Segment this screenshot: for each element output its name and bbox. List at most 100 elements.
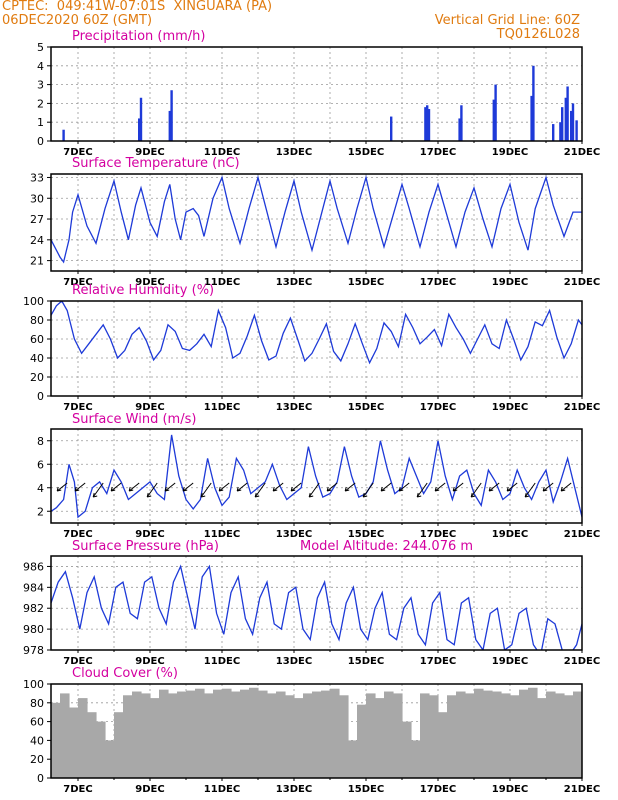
- panel-title: Surface Pressure (hPa): [72, 539, 219, 554]
- y-tick-label: 4: [37, 482, 44, 495]
- wind-arrow-head: [434, 486, 437, 492]
- cloud-bar: [276, 691, 286, 778]
- x-tick-label: 15DEC: [348, 784, 384, 795]
- y-tick-label: 2: [37, 505, 44, 518]
- y-tick-label: 0: [37, 390, 44, 403]
- wind-arrow-head: [345, 489, 350, 492]
- y-tick-label: 3: [37, 79, 44, 92]
- panel-title: Precipitation (mm/h): [72, 29, 205, 44]
- x-tick-label: 17DEC: [420, 529, 456, 540]
- y-tick-label: 980: [23, 623, 44, 636]
- wind-arrow-head: [272, 486, 275, 492]
- wind-arrow-head: [344, 486, 347, 492]
- wind-arrow: [128, 482, 140, 492]
- y-tick-label: 60: [30, 716, 44, 729]
- cloud-bar: [510, 695, 520, 778]
- y-tick-label: 5: [37, 41, 44, 54]
- x-tick-label: 11DEC: [204, 277, 240, 288]
- panel-title: Relative Humidity (%): [72, 283, 214, 298]
- panel-frame: [50, 428, 583, 524]
- precip-bar: [168, 110, 171, 141]
- precip-bar: [426, 105, 429, 141]
- wind-arrow-head: [560, 486, 563, 492]
- wind-arrow: [362, 482, 374, 498]
- x-tick-label: 15DEC: [348, 277, 384, 288]
- cloud-bar: [87, 712, 97, 778]
- wind-arrow: [254, 482, 266, 498]
- cloud-bar: [357, 704, 367, 778]
- wind-arrow-head: [146, 492, 149, 498]
- precip-bar: [427, 109, 431, 141]
- cloud-bar: [222, 688, 232, 778]
- y-tick-label: 2: [37, 97, 44, 110]
- wind-arrow: [146, 482, 158, 498]
- wind-arrow-head: [218, 486, 221, 492]
- wind-arrow: [470, 482, 482, 498]
- wind-arrow: [488, 482, 500, 492]
- cloud-bar: [474, 688, 484, 778]
- wind-arrow: [182, 482, 194, 492]
- wind-arrow: [398, 482, 410, 492]
- precip-bar: [570, 110, 573, 141]
- wind-arrow-head: [74, 486, 77, 492]
- cloud-bar: [186, 690, 196, 778]
- wind-arrow-head: [57, 489, 62, 492]
- cloud-bar: [96, 721, 106, 778]
- y-tick-label: 0: [37, 772, 44, 785]
- x-tick-label: 17DEC: [420, 277, 456, 288]
- header-line1: CPTEC: 049:41W-07:01S XINGUARA (PA): [2, 0, 273, 14]
- cloud-bar: [555, 693, 565, 778]
- wind-arrow: [92, 482, 104, 498]
- cloud-bar: [537, 698, 547, 778]
- cloud-bar: [483, 690, 493, 778]
- x-tick-label: 19DEC: [492, 656, 528, 667]
- wind-arrow-head: [524, 492, 527, 498]
- y-tick-label: 8: [37, 435, 44, 448]
- precip-bar: [458, 118, 461, 141]
- wind-arrow-head: [327, 489, 332, 492]
- wind-arrow-head: [363, 495, 368, 498]
- wind-arrow-head: [56, 486, 59, 492]
- wind-arrow: [164, 482, 176, 492]
- wind-arrow-head: [236, 486, 239, 492]
- wind-arrow: [542, 482, 554, 492]
- wind-arrow-head: [237, 489, 242, 492]
- wind-arrow-head: [488, 486, 491, 492]
- x-tick-label: 13DEC: [276, 147, 312, 158]
- wind-arrow: [524, 482, 536, 498]
- x-tick-label: 9DEC: [135, 784, 164, 795]
- cloud-bar: [402, 721, 412, 778]
- cloud-bar: [519, 689, 529, 778]
- wind-arrow-head: [561, 489, 566, 492]
- wind-arrow: [200, 482, 212, 498]
- cloud-bar: [114, 712, 124, 778]
- series-line: [51, 434, 582, 519]
- wind-arrow: [218, 482, 230, 492]
- wind-arrow-head: [398, 486, 401, 492]
- cloud-bar: [339, 695, 349, 778]
- precip-bar: [492, 99, 495, 141]
- wind-arrow-head: [255, 495, 260, 498]
- cloud-bar: [177, 691, 187, 778]
- x-tick-label: 13DEC: [276, 784, 312, 795]
- precip-bar: [561, 107, 564, 141]
- x-tick-label: 9DEC: [135, 277, 164, 288]
- wind-arrow-head: [219, 489, 224, 492]
- wind-arrow-head: [489, 489, 494, 492]
- cloud-bar: [105, 740, 115, 778]
- cloud-bar: [240, 689, 250, 778]
- y-tick-label: 100: [23, 678, 44, 691]
- wind-arrow-head: [164, 486, 167, 492]
- precip-bar: [170, 90, 173, 141]
- series-line: [51, 174, 582, 264]
- cloud-bar: [447, 695, 457, 778]
- precip-bar: [566, 86, 569, 141]
- x-tick-label: 19DEC: [492, 277, 528, 288]
- cloud-bar: [528, 687, 538, 778]
- wind-arrow-head: [362, 492, 365, 498]
- panel-frame: [50, 173, 583, 272]
- cloud-bar: [249, 687, 259, 778]
- cloud-bar: [150, 698, 160, 778]
- x-tick-label: 19DEC: [492, 147, 528, 158]
- cloud-bar: [51, 702, 61, 778]
